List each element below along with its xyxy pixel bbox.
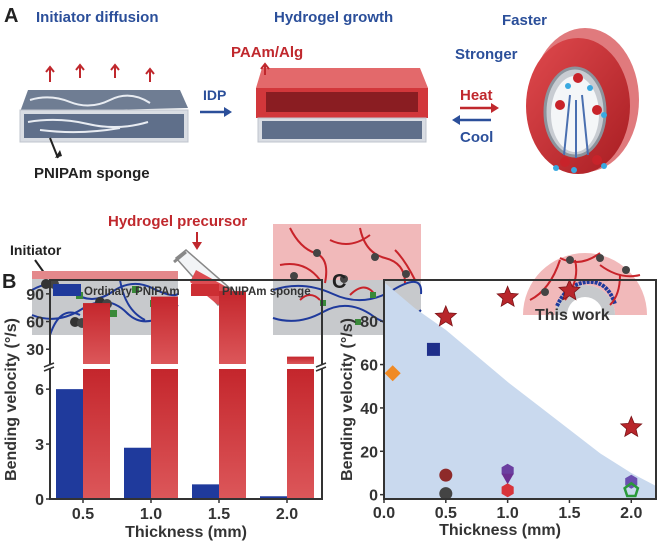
label-faster: Faster [502,12,547,29]
plot-frame [383,279,657,500]
y-tick-label: 30 [26,342,44,359]
legend-label-sponge: PNIPAm sponge [222,286,311,298]
axis-break-mark [43,362,327,372]
panel-b-letter: B [2,271,16,293]
legend-label-ordinary: Ordinary PNIPAm [84,286,180,298]
x-tick-label: 2.0 [620,505,642,522]
data-point-triangle-down [501,473,514,485]
x-tick-label: 1.0 [140,506,162,523]
panel-a: A Initiator diffusion Hydrogel growth Fa… [4,5,647,336]
idp-arrow-icon [200,107,232,117]
data-point-star [434,304,458,327]
y-tick-label: 6 [35,382,44,399]
axis-break-right [318,364,326,369]
legend-swatch-ordinary [53,284,81,296]
data-point-star [558,278,581,301]
y-tick-label: 0 [369,488,378,505]
label-pnipam-sponge: PNIPAm sponge [34,165,150,182]
bar-sponge-upper [219,291,246,364]
bar-ordinary [192,484,219,499]
bar-sponge-upper [83,303,110,364]
y-axis-label: Bending velocity (°/s) [339,318,356,481]
y-tick-label: 60 [360,358,378,375]
data-point-circle [439,487,453,501]
bar-sponge-lower [287,369,314,499]
y-tick-label: 20 [360,444,378,461]
x-tick-label: 1.5 [208,506,230,523]
data-point-star [496,285,520,308]
pnipam-sponge-slab [19,63,189,159]
y-tick-label: 0 [35,492,44,509]
panel-c-scatter-chart: C 0.0 0.5 1.0 1.5 2.0 0 20 40 60 80 Thickness (mm)… [332,271,657,539]
bent-hydrogel-ring [526,28,639,174]
y-tick-label: 3 [35,437,44,454]
x-axis-label: Thickness (mm) [439,522,561,539]
label-paam-alg: PAAm/Alg [231,44,303,61]
data-point-hexagon [501,483,514,498]
bar-ordinary [260,496,287,499]
heat-arrow-icon [460,103,499,113]
x-tick-label: 2.0 [276,506,298,523]
bar-sponge-upper [287,356,314,364]
bar-sponge-lower [151,369,178,499]
x-tick-label: 1.5 [558,505,580,522]
x-tick-label: 0.0 [373,505,395,522]
panel-a-letter: A [4,5,18,27]
cool-arrow-icon [452,115,491,125]
bar-sponge-lower [83,369,110,499]
x-tick-label: 1.0 [497,505,519,522]
data-point-square [426,342,440,356]
label-cool: Cool [460,129,493,146]
panel-c-letter: C [332,271,346,293]
bar-sponge-lower [219,369,246,499]
shaded-region [384,282,656,499]
panel-b-bar-chart: B 0 3 6 30 60 90 0.5 1.0 1.5 2.0 Thickness (mm) Ben… [2,271,327,541]
label-initiator: Initiator [10,242,62,258]
data-point-circle [439,468,453,482]
label-idp: IDP [203,87,226,103]
label-hydrogel-precursor: Hydrogel precursor [108,213,247,230]
label-hydrogel-growth: Hydrogel growth [274,9,393,26]
bar-ordinary [56,389,83,499]
label-stronger: Stronger [455,46,518,63]
data-point-star [619,415,643,438]
diffusion-arrows [45,63,155,82]
x-tick-label: 0.5 [435,505,457,522]
y-tick-label: 90 [26,287,44,304]
label-heat: Heat [460,87,493,104]
data-point-diamond [384,365,401,382]
axis-break-left [46,364,54,369]
y-tick-label: 40 [360,401,378,418]
bar-sponge-upper [151,296,178,364]
x-tick-label: 0.5 [72,506,94,523]
y-tick-label: 80 [360,314,378,331]
data-point-pentagon [623,481,640,498]
y-tick-label: 60 [26,315,44,332]
y-axis-label: Bending velocity (°/s) [3,318,20,481]
annotation-this-work: This work [535,307,610,324]
x-axis-label: Thickness (mm) [125,524,247,541]
bar-ordinary [124,447,151,499]
label-initiator-diffusion: Initiator diffusion [36,9,158,26]
hydrogel-coated-slab [256,62,428,143]
legend-swatch-sponge [191,284,219,296]
bent-network-half-ring [523,252,647,315]
